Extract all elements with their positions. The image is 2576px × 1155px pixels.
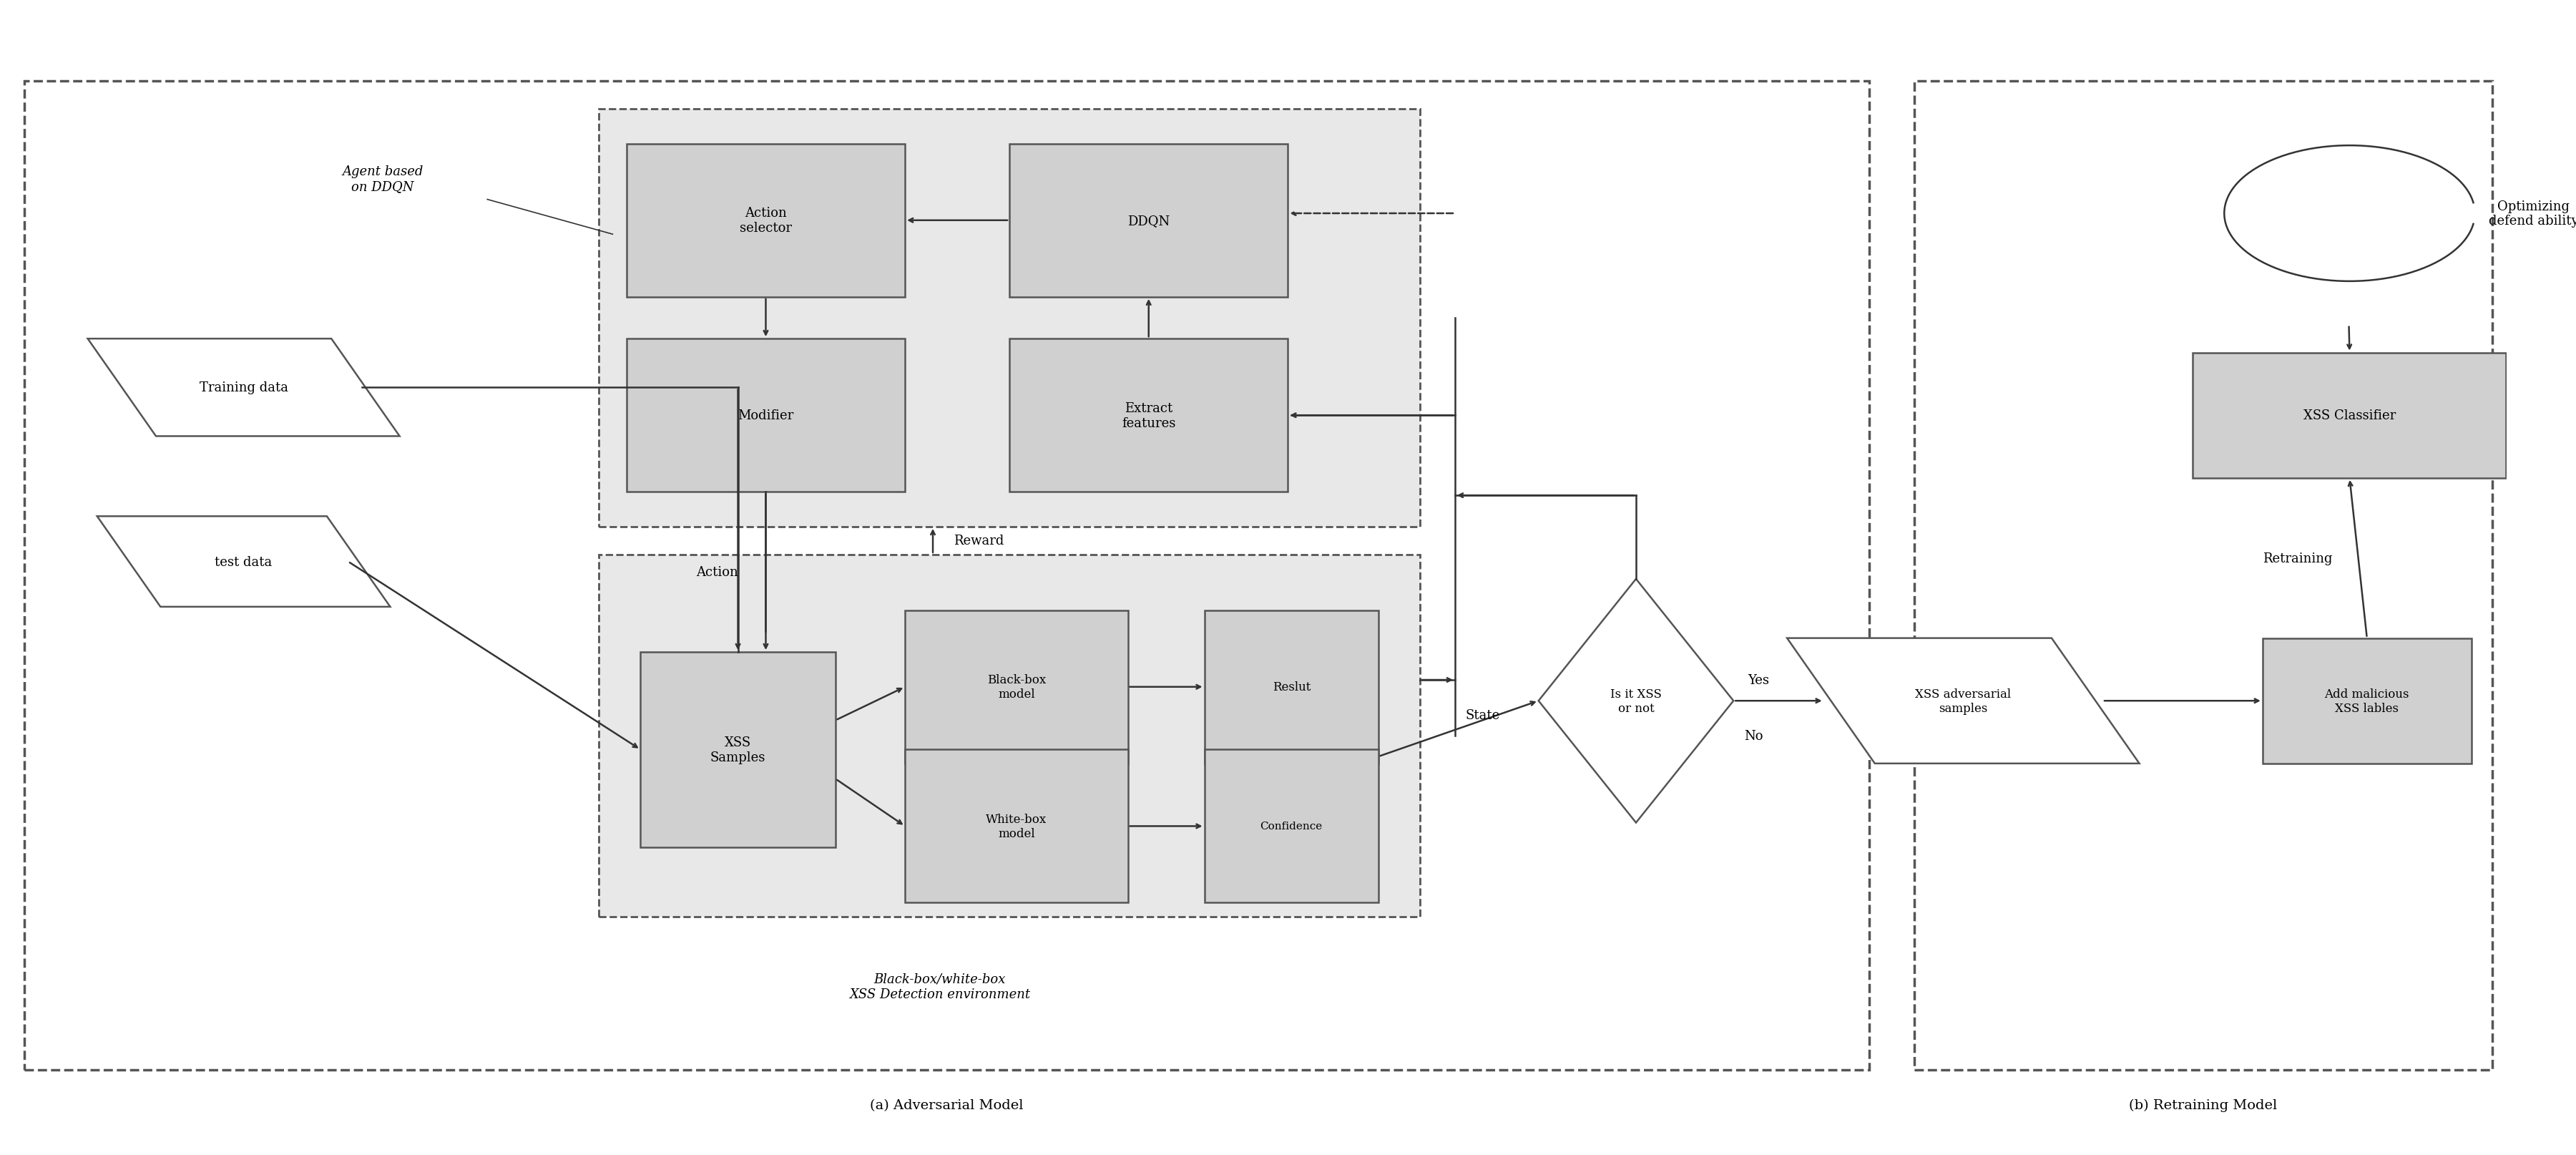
Text: DDQN: DDQN [1128, 215, 1170, 228]
Text: State: State [1466, 708, 1499, 722]
Polygon shape [98, 516, 389, 608]
FancyBboxPatch shape [2262, 639, 2470, 763]
Text: No: No [1744, 730, 1762, 743]
FancyBboxPatch shape [598, 554, 1419, 917]
FancyBboxPatch shape [1010, 340, 1288, 492]
Text: Action
selector: Action selector [739, 207, 791, 234]
Text: XSS Classifier: XSS Classifier [2303, 409, 2396, 422]
Text: Black-box
model: Black-box model [987, 675, 1046, 700]
Text: test data: test data [214, 556, 273, 568]
Polygon shape [88, 340, 399, 437]
Text: Black-box/white-box
XSS Detection environment: Black-box/white-box XSS Detection enviro… [850, 973, 1030, 1000]
FancyBboxPatch shape [2192, 353, 2506, 478]
FancyBboxPatch shape [641, 653, 835, 848]
FancyBboxPatch shape [598, 110, 1419, 527]
Polygon shape [1538, 580, 1734, 822]
FancyBboxPatch shape [904, 611, 1128, 763]
Text: Add malicious
XSS lables: Add malicious XSS lables [2324, 688, 2409, 714]
FancyBboxPatch shape [626, 340, 904, 492]
Text: Reslut: Reslut [1273, 681, 1311, 693]
Text: (a) Adversarial Model: (a) Adversarial Model [871, 1098, 1023, 1111]
Text: Agent based
on DDQN: Agent based on DDQN [343, 165, 422, 193]
FancyBboxPatch shape [904, 750, 1128, 903]
Polygon shape [1788, 639, 2138, 763]
Text: Retraining: Retraining [2262, 552, 2331, 565]
Text: Optimizing
defend ability: Optimizing defend ability [2488, 200, 2576, 228]
Text: Action: Action [696, 566, 739, 579]
Text: Confidence: Confidence [1260, 821, 1321, 832]
Text: XSS
Samples: XSS Samples [711, 736, 765, 763]
Text: (b) Retraining Model: (b) Retraining Model [2130, 1098, 2277, 1111]
FancyBboxPatch shape [1206, 611, 1378, 763]
FancyBboxPatch shape [1010, 144, 1288, 297]
Text: Reward: Reward [953, 535, 1005, 547]
FancyBboxPatch shape [1206, 750, 1378, 903]
Text: Is it XSS
or not: Is it XSS or not [1610, 688, 1662, 714]
Text: XSS adversarial
samples: XSS adversarial samples [1914, 688, 2012, 714]
Text: Training data: Training data [198, 381, 289, 394]
Text: White-box
model: White-box model [987, 813, 1046, 840]
Text: Modifier: Modifier [737, 409, 793, 422]
FancyBboxPatch shape [626, 144, 904, 297]
Text: Yes: Yes [1747, 673, 1770, 686]
Text: Extract
features: Extract features [1121, 402, 1175, 430]
